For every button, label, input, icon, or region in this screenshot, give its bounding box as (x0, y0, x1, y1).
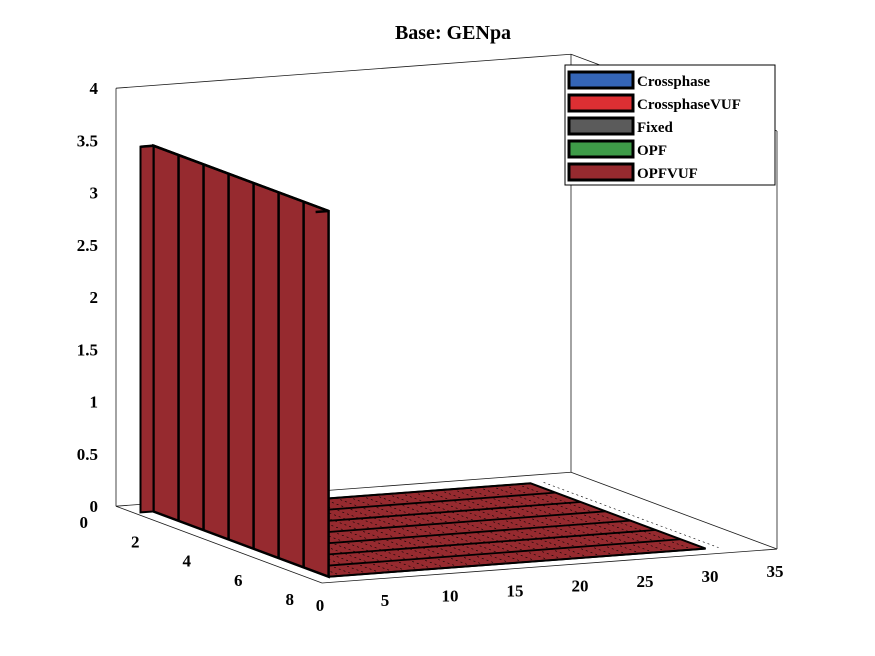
x-tick-label: 15 (507, 581, 524, 600)
y-tick-label: 8 (286, 590, 295, 609)
bar-col-edge (426, 490, 602, 557)
bar-col-edge (530, 483, 706, 549)
legend-swatch (567, 93, 635, 113)
axis-edge (570, 471, 778, 550)
axis-edge (115, 505, 323, 584)
legend-swatch (567, 116, 635, 136)
bar-col-edge (478, 486, 654, 553)
legend-label: OPFVUF (637, 166, 698, 182)
bar-col-edge (322, 498, 498, 565)
bar-col-edge (413, 491, 589, 558)
legend-swatch (567, 139, 635, 159)
legend: Crossphase CrossphaseVUF Fixed OPF OPFVUF (564, 64, 776, 186)
x-tick-label: 35 (767, 562, 784, 581)
z-tick-label: 1.5 (77, 340, 98, 359)
z-tick-label: 2.5 (77, 236, 98, 255)
axis-edge (115, 53, 572, 89)
z-tick-label: 3 (90, 184, 99, 203)
y-tick-label: 6 (234, 571, 243, 590)
legend-label: CrossphaseVUF (637, 97, 741, 113)
bar-col-edge (517, 484, 693, 550)
x-tick-label: 20 (572, 577, 589, 596)
bar-row-edge (278, 529, 656, 559)
legend-label: Crossphase (637, 74, 710, 90)
legend-swatch (567, 162, 635, 182)
bar-row-edge (303, 538, 681, 569)
bar-col-edge (335, 497, 511, 564)
bar-col-edge (504, 484, 680, 551)
bar-wall-top (140, 144, 330, 214)
bar-wall-side (139, 144, 155, 514)
x-tick-label: 10 (442, 586, 459, 605)
bar-col-edge (452, 488, 628, 555)
bar-col-edge (491, 485, 667, 552)
bar-surface (139, 143, 719, 579)
y-tick-label: 2 (131, 532, 140, 551)
bar-row-edge (328, 547, 706, 578)
z-tick-label: 0 (90, 497, 99, 516)
bar-col-edge (543, 482, 719, 548)
bar-col-edge (439, 489, 615, 556)
bar-col-edge (400, 492, 576, 559)
chart-title: Base: GENpa (395, 22, 511, 44)
axis-edge (321, 548, 778, 584)
legend-label: Fixed (637, 120, 673, 136)
tick-labels: 0 0.5 1 1.5 2 2.5 3 3.5 4 0 2 4 6 8 0 5 10 15 20 25 30 35 (77, 79, 784, 615)
z-tick-label: 1 (90, 393, 99, 412)
z-tick-label: 0.5 (77, 445, 98, 464)
bar-col-edge (309, 499, 485, 566)
legend-label: OPF (637, 143, 667, 159)
x-tick-label: 30 (702, 567, 719, 586)
bar-col-edge (348, 496, 524, 563)
y-tick-label: 0 (80, 513, 89, 532)
x-tick-label: 5 (381, 591, 390, 610)
z-tick-label: 3.5 (77, 131, 98, 150)
legend-swatch (567, 70, 635, 90)
bar-col-edge (465, 487, 641, 554)
x-tick-label: 25 (637, 572, 654, 591)
y-tick-label: 4 (183, 552, 192, 571)
x-tick-label: 0 (316, 596, 325, 615)
z-tick-label: 2 (90, 288, 99, 307)
z-tick-label: 4 (90, 79, 99, 98)
bar-col-edge (361, 495, 537, 562)
bar-col-edge (374, 494, 550, 561)
bar-col-edge (387, 493, 563, 560)
